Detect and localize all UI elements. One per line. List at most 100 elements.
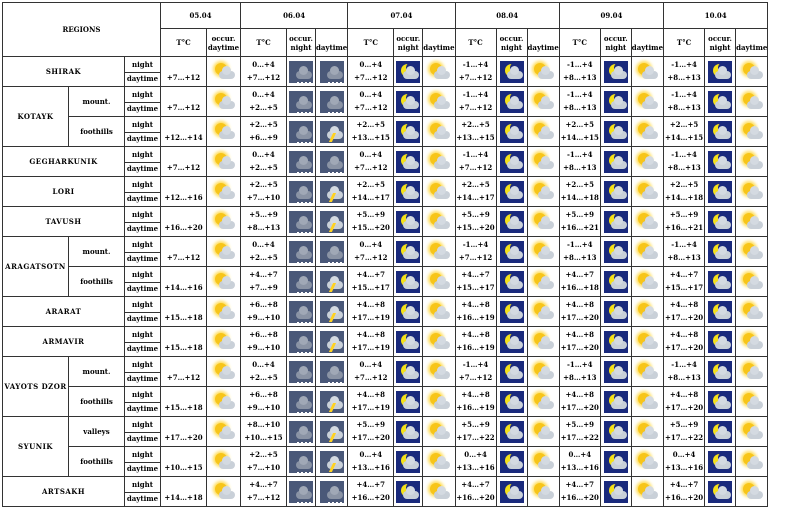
sun-cloud-icon <box>635 151 659 173</box>
sun-cloud-icon <box>740 271 764 293</box>
night-temperature: +2…+5 <box>249 119 278 129</box>
temperature-range: +15…+18 <box>160 326 207 357</box>
day-temperature: +7…+12 <box>246 72 281 82</box>
cloud-sun-icon <box>212 211 236 233</box>
weather-icon-cell <box>206 206 241 237</box>
day-temperature: +7…+12 <box>166 162 201 172</box>
day-weather-icon-cell <box>735 86 769 117</box>
day-weather-icon-cell <box>526 476 560 507</box>
day-temperature: +13…+16 <box>351 462 390 472</box>
night-temperature: 0…+4 <box>568 449 592 459</box>
rain-cloud-icon <box>289 330 313 354</box>
day-temperature: +8…+13 <box>667 252 701 262</box>
sun-cloud-icon <box>635 241 659 263</box>
night-temperature: -1…+4 <box>462 359 489 369</box>
day-weather-icon-cell <box>526 176 560 207</box>
night-daytime-labels: night daytime <box>124 56 161 87</box>
temperature-range: +5…+9 +15…+20 <box>454 206 497 237</box>
day-temperature: +14…+18 <box>664 192 704 202</box>
date-header: 07.04 <box>347 2 456 29</box>
weather-icon-cell <box>206 416 241 447</box>
sun-cloud-icon <box>531 241 555 263</box>
moon-cloud-icon <box>603 450 628 473</box>
temperature-range: -1…+4 +7…+12 <box>454 146 497 177</box>
temperature-header: T°C <box>240 28 287 57</box>
night-weather-icon-cell <box>495 476 528 507</box>
moon-cloud-icon <box>708 90 733 113</box>
moon-cloud-icon <box>499 300 524 323</box>
temperature-range: +6…+8 +9…+10 <box>240 326 287 357</box>
night-temperature <box>162 239 206 252</box>
occur-label: occur. <box>289 33 313 43</box>
weather-icon-cell <box>206 356 241 387</box>
weather-icon-cell <box>206 176 241 207</box>
region-name: SYUNIK <box>2 416 69 477</box>
sun-cloud-icon <box>531 181 555 203</box>
moon-cloud-icon <box>603 390 628 413</box>
temperature-header: T°C <box>347 28 395 57</box>
moon-cloud-icon <box>396 240 421 263</box>
night-temperature: -1…+4 <box>671 59 697 69</box>
thunderstorm-icon <box>319 180 344 203</box>
temperature-range: 0…+4 +7…+12 <box>347 146 395 177</box>
region-name: KOTAYK <box>2 86 69 147</box>
temperature-range: +4…+7 +16…+18 <box>558 266 601 297</box>
night-daytime-labels: night daytime <box>124 86 161 117</box>
night-temperature: -1…+4 <box>671 359 697 369</box>
sun-cloud-icon <box>427 121 451 143</box>
night-weather-icon-cell <box>393 446 424 477</box>
night-row-label: night <box>125 209 160 223</box>
subregion-name: mount. <box>68 86 125 117</box>
day-weather-icon-cell <box>526 296 560 327</box>
day-weather-icon-cell <box>526 326 560 357</box>
day-temperature: +16…+19 <box>456 402 495 412</box>
day-temperature: +7…+12 <box>458 252 493 262</box>
night-weather-icon-cell <box>393 296 424 327</box>
night-temperature: +4…+7 <box>249 479 278 489</box>
day-temperature: +7…+12 <box>458 72 493 82</box>
temperature-range: +2…+5 +13…+15 <box>347 116 395 147</box>
cloud-sun-icon <box>212 61 236 83</box>
night-weather-icon-cell <box>599 86 632 117</box>
day-weather-icon-cell <box>422 416 456 447</box>
day-weather-icon-cell <box>630 386 665 417</box>
day-temperature: +17…+20 <box>560 342 599 352</box>
moon-cloud-icon <box>396 150 421 173</box>
temperature-range: 0…+4 +13…+16 <box>558 446 601 477</box>
day-temperature: +7…+9 <box>249 282 278 292</box>
occur-label: occur. <box>211 33 236 43</box>
temperature-range: +4…+8 +17…+19 <box>347 326 395 357</box>
day-weather-icon-cell <box>735 476 769 507</box>
day-temperature: +2…+5 <box>249 162 278 172</box>
temperature-range: 0…+4 +2…+5 <box>240 86 287 117</box>
rain-cloud-icon <box>289 270 313 294</box>
night-temperature: +4…+7 <box>461 269 490 279</box>
moon-cloud-icon <box>603 150 628 173</box>
night-temperature: +4…+8 <box>356 299 385 309</box>
night-weather-icon-cell <box>393 176 424 207</box>
night-temperature <box>162 419 206 432</box>
moon-cloud-icon <box>603 300 628 323</box>
moon-cloud-icon <box>603 240 628 263</box>
day-weather-icon-cell <box>630 326 665 357</box>
regions-header: REGIONS <box>2 2 161 57</box>
date-header: 10.04 <box>663 2 769 29</box>
moon-cloud-icon <box>708 180 733 203</box>
day-weather-icon-cell <box>526 146 560 177</box>
daytime-label: daytime <box>527 42 559 52</box>
temperature-range: +4…+7 +15…+17 <box>663 266 706 297</box>
temperature-range: +5…+9 +16…+21 <box>663 206 706 237</box>
night-weather-icon-cell <box>599 56 632 87</box>
sun-cloud-icon <box>740 481 764 503</box>
sun-cloud-icon <box>531 391 555 413</box>
region-row: LORI night daytime +12…+16 +2…+5 +7…+10 +2…+5 +… <box>2 176 769 207</box>
sun-cloud-icon <box>740 421 764 443</box>
region-name: SHIRAK <box>2 56 125 87</box>
sun-cloud-icon <box>531 61 555 83</box>
moon-cloud-icon <box>499 150 524 173</box>
temperature-range: +7…+12 <box>160 356 207 387</box>
day-weather-icon-cell <box>526 206 560 237</box>
night-temperature <box>162 389 206 402</box>
night-temperature: +2…+5 <box>249 179 278 189</box>
sun-cloud-icon <box>531 421 555 443</box>
